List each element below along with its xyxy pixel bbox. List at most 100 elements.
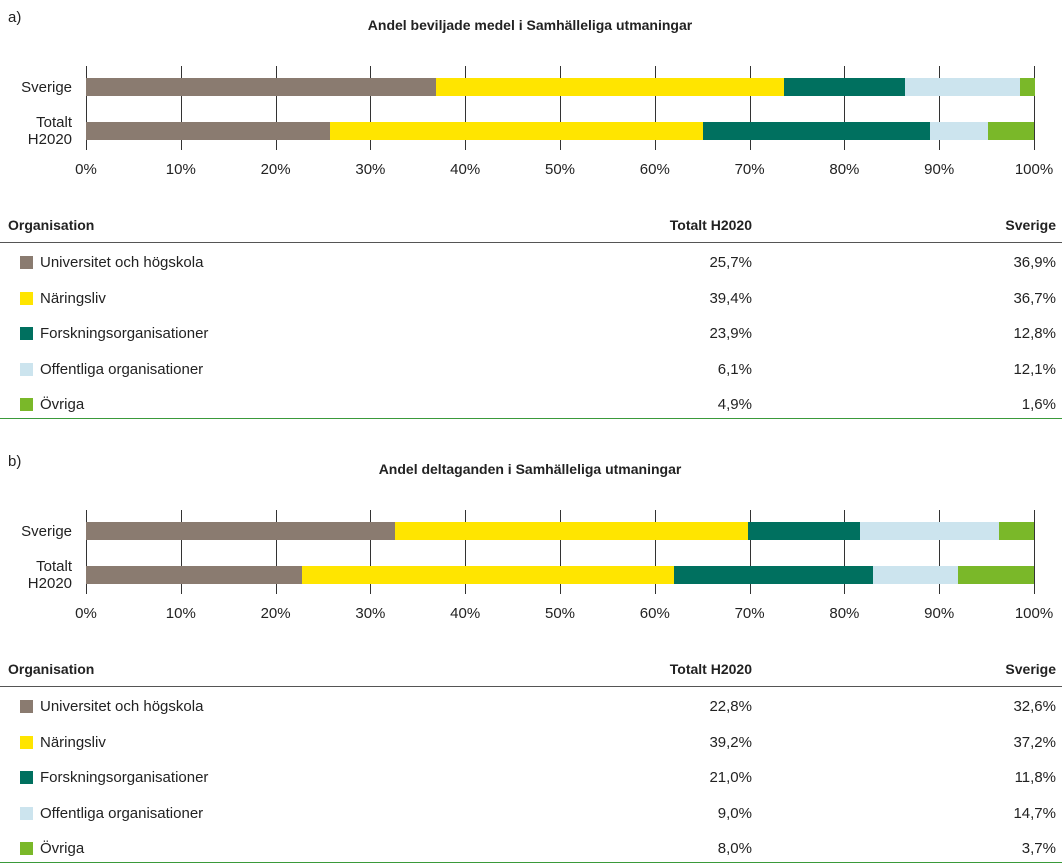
x-tick-label: 30% — [355, 161, 386, 178]
legend-label: Universitet och högskola — [40, 254, 204, 271]
tick-line — [180, 510, 182, 594]
x-tick-label: 60% — [639, 605, 670, 622]
x-tick-label: 10% — [165, 605, 196, 622]
legend-label: Näringsliv — [40, 733, 106, 751]
bar-segment — [783, 78, 906, 96]
bar-segment — [929, 122, 988, 140]
tick-line — [1034, 510, 1035, 594]
tick-line — [275, 510, 277, 594]
table-bottom-rule — [0, 418, 1062, 419]
tick-line — [180, 66, 182, 150]
category-text: Totalt H2020 — [27, 558, 72, 592]
table-value: 6,1% — [717, 360, 752, 378]
bar-segment — [703, 122, 930, 140]
category-text: Sverige — [21, 78, 72, 96]
chart-title: Andel deltaganden i Samhälleliga utmanin… — [378, 461, 682, 477]
tick-line — [654, 510, 656, 594]
bar-segment — [302, 566, 674, 584]
table-header: Totalt H2020 — [669, 661, 752, 677]
table-value: 21,0% — [709, 769, 752, 786]
legend-label: Universitet och högskola — [40, 698, 204, 715]
x-tick-label: 50% — [544, 605, 576, 622]
x-tick-label: 40% — [450, 161, 481, 178]
x-tick-label: 0% — [75, 161, 97, 178]
panel-label: b) — [8, 453, 22, 470]
legend-swatch — [20, 327, 33, 340]
bar-segment — [86, 522, 396, 540]
x-tick-label: 100% — [1014, 161, 1054, 178]
bar-segment — [435, 78, 784, 96]
category-label: Sverige — [10, 67, 72, 107]
table-value: 3,7% — [1021, 840, 1056, 857]
bar-segment — [747, 522, 860, 540]
tick-line — [749, 510, 751, 594]
table-value: 23,9% — [709, 325, 752, 342]
legend-label: Övriga — [40, 840, 85, 857]
tick-line — [560, 66, 561, 150]
x-tick-label: 30% — [355, 605, 386, 622]
tick-line — [86, 66, 87, 150]
tick-line — [370, 510, 372, 594]
bar-segment — [987, 122, 1034, 140]
tick-line — [1034, 66, 1035, 150]
legend-label: Näringsliv — [40, 289, 106, 307]
bar-segment — [872, 566, 959, 584]
table-value: 14,7% — [1013, 804, 1056, 822]
table-value: 37,2% — [1013, 733, 1056, 751]
table-value: 36,7% — [1013, 289, 1056, 307]
bar-segment — [329, 122, 704, 140]
legend-swatch — [20, 256, 33, 269]
x-tick-label: 90% — [924, 161, 955, 178]
table-header: Totalt H2020 — [669, 217, 752, 233]
category-label: Totalt H2020 — [10, 555, 72, 595]
x-tick-label: 10% — [165, 161, 196, 178]
tick-line — [939, 510, 941, 594]
table-value: 36,9% — [1013, 254, 1056, 271]
table-value: 25,7% — [709, 254, 752, 271]
category-text: Totalt H2020 — [27, 114, 72, 148]
header-rule — [0, 242, 1062, 243]
tick-line — [275, 66, 277, 150]
legend-swatch — [20, 291, 33, 305]
table-value: 8,0% — [717, 840, 752, 857]
table-header: Organisation — [8, 217, 95, 233]
x-tick-label: 60% — [639, 161, 670, 178]
table-value: 11,8% — [1014, 769, 1056, 786]
tick-line — [939, 66, 941, 150]
legend-label: Offentliga organisationer — [40, 804, 204, 822]
x-tick-label: 40% — [450, 605, 481, 622]
table-value: 39,4% — [709, 289, 752, 307]
x-tick-label: 90% — [924, 605, 955, 622]
table-value: 12,1% — [1013, 360, 1056, 378]
tick-line — [465, 66, 467, 150]
bar-segment — [905, 78, 1020, 96]
legend-swatch — [20, 735, 33, 749]
tick-line — [86, 510, 87, 594]
table-header: Sverige — [1005, 661, 1056, 677]
legend-swatch — [20, 700, 33, 713]
legend-swatch — [20, 842, 33, 855]
legend-swatch — [20, 771, 33, 784]
x-tick-label: 80% — [829, 605, 860, 622]
legend-swatch — [20, 398, 33, 411]
table-value: 4,9% — [717, 396, 752, 413]
bar-segment — [958, 566, 1034, 584]
tick-line — [560, 510, 561, 594]
table-value: 39,2% — [709, 733, 752, 751]
bar-segment — [86, 566, 303, 584]
bar-segment — [1019, 78, 1035, 96]
legend-label: Övriga — [40, 396, 85, 413]
x-tick-label: 0% — [75, 605, 97, 622]
x-tick-label: 50% — [544, 161, 576, 178]
table-header: Sverige — [1005, 217, 1056, 233]
bar-segment — [86, 122, 330, 140]
table-value: 32,6% — [1013, 698, 1056, 715]
legend-swatch — [20, 806, 33, 820]
category-label: Totalt H2020 — [10, 111, 72, 151]
legend-label: Forskningsorganisationer — [40, 769, 209, 786]
table-value: 22,8% — [709, 698, 752, 715]
chart-title: Andel beviljade medel i Samhälleliga utm… — [367, 17, 693, 33]
table-value: 12,8% — [1013, 325, 1056, 342]
tick-line — [844, 510, 846, 594]
